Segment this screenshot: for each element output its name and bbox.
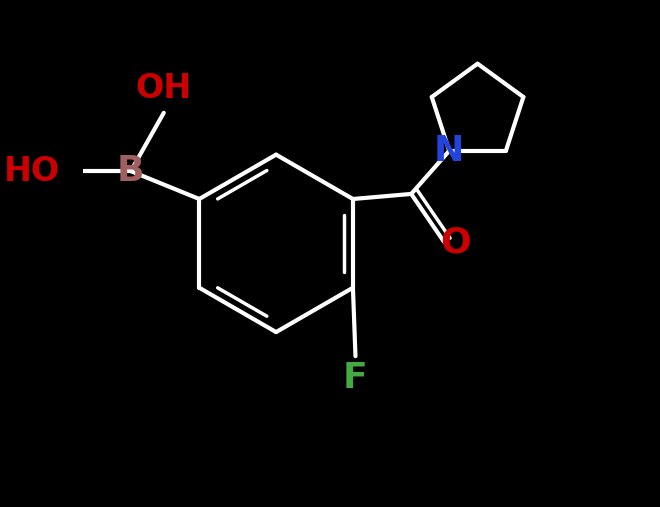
Text: HO: HO <box>3 155 60 188</box>
Text: N: N <box>434 134 465 168</box>
Text: B: B <box>117 154 145 188</box>
Text: OH: OH <box>136 72 192 105</box>
Text: O: O <box>440 225 471 259</box>
Text: F: F <box>343 361 368 395</box>
